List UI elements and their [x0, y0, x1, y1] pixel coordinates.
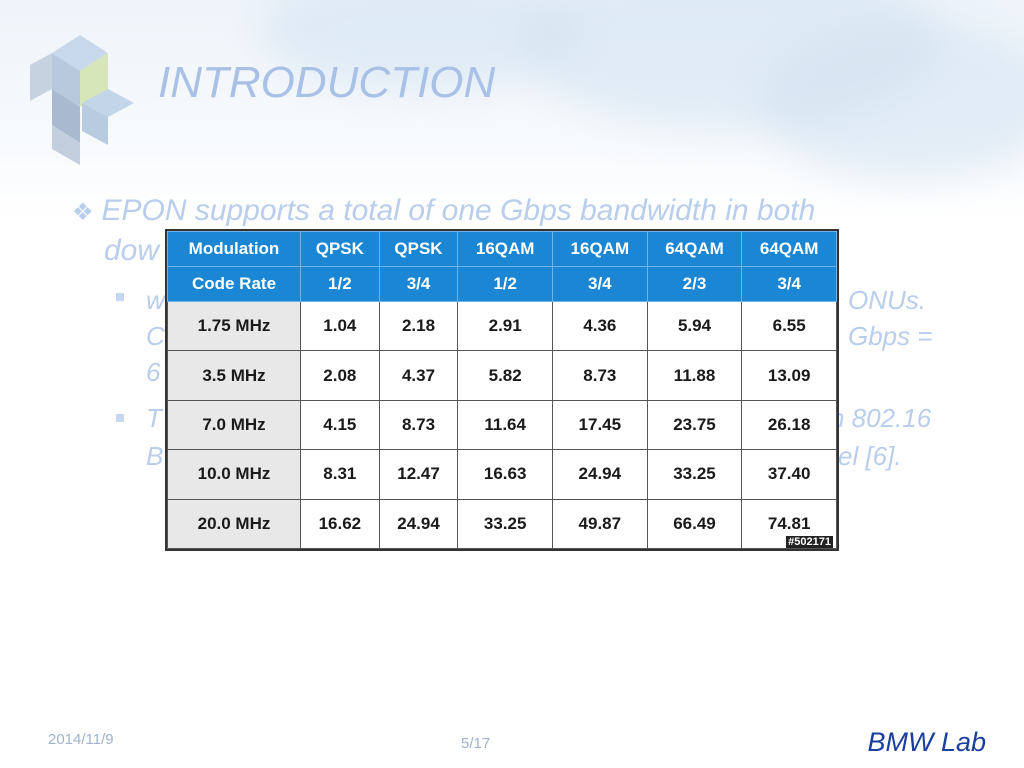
sub-bullet-2-line2-start: B	[146, 441, 164, 471]
table-cell: 8.73	[552, 350, 648, 401]
bullet-main-text: EPON supports a total of one Gbps bandwi…	[101, 194, 816, 227]
table-cell: 13.09	[741, 350, 837, 401]
table-cell: 4.36	[552, 300, 648, 352]
header-cell: 3/4	[378, 266, 459, 302]
background-cloud	[760, 20, 1024, 180]
image-stamp: #502171	[786, 536, 833, 548]
row-header-cell: 1.75 MHz	[167, 300, 301, 352]
sub-bullet-2-right: n 802.16	[830, 403, 932, 433]
table-cell: 5.82	[457, 350, 553, 401]
header-cell: 64QAM	[646, 231, 743, 267]
table-cell: 2.18	[378, 300, 459, 352]
table-cell: 26.18	[741, 399, 837, 451]
square-bullet-icon	[116, 293, 124, 301]
sub-bullet-1-right: ONUs.	[848, 285, 926, 315]
sub-bullet-1-line3-start: 6	[146, 357, 161, 387]
table-cell: 11.64	[457, 399, 553, 451]
header-cell: Code Rate	[167, 266, 301, 302]
sub-bullet-1-line2-start: C	[146, 321, 165, 351]
table-header-row: Modulation QPSK QPSK 16QAM 16QAM 64QAM 6…	[167, 231, 837, 267]
table-cell: 8.73	[378, 399, 459, 451]
header-cell: QPSK	[378, 231, 459, 267]
header-cell: QPSK	[300, 231, 380, 267]
footer-page-number: 5/17	[461, 735, 491, 752]
header-cell: 2/3	[646, 266, 743, 302]
header-cell: 64QAM	[741, 231, 837, 267]
table-cell: 33.25	[646, 449, 743, 500]
table-row: 3.5 MHz 2.08 4.37 5.82 8.73 11.88 13.09	[167, 350, 837, 401]
sub-bullet-2-start: T	[146, 403, 162, 433]
header-cell: Modulation	[167, 231, 301, 267]
square-bullet-icon	[116, 414, 124, 422]
cube-logo-icon	[30, 35, 134, 165]
table-cell: 2.08	[300, 350, 380, 401]
header-cell: 16QAM	[457, 231, 553, 267]
footer-date: 2014/11/9	[48, 731, 114, 748]
table-cell: 11.88	[646, 350, 743, 401]
header-cell: 3/4	[741, 266, 837, 302]
table-cell: 12.47	[378, 449, 459, 500]
table-cell: 49.87	[552, 498, 648, 550]
slide-title: INTRODUCTION	[158, 58, 496, 107]
table-cell: 8.31	[300, 449, 380, 500]
footer-lab-name: BMW Lab	[867, 727, 986, 757]
table-cell: 16.63	[457, 449, 553, 500]
table-header-row: Code Rate 1/2 3/4 1/2 3/4 2/3 3/4	[167, 266, 837, 302]
table-cell: 2.91	[457, 300, 553, 352]
table-cell: 4.37	[378, 350, 459, 401]
table-cell: 23.75	[646, 399, 743, 451]
table-cell: 6.55	[741, 300, 837, 352]
table-row: 1.75 MHz 1.04 2.18 2.91 4.36 5.94 6.55	[167, 300, 837, 352]
header-cell: 1/2	[457, 266, 553, 302]
header-cell: 16QAM	[552, 231, 648, 267]
table-row: 7.0 MHz 4.15 8.73 11.64 17.45 23.75 26.1…	[167, 399, 837, 451]
throughput-table-image: Modulation QPSK QPSK 16QAM 16QAM 64QAM 6…	[165, 229, 839, 551]
table-cell: 16.62	[300, 498, 380, 550]
table-row: 20.0 MHz 16.62 24.94 33.25 49.87 66.49 7…	[167, 498, 837, 550]
header-cell: 1/2	[300, 266, 380, 302]
row-header-cell: 7.0 MHz	[167, 399, 301, 451]
table-cell: 37.40	[741, 449, 837, 500]
bullet-main: ❖ EPON supports a total of one Gbps bandw…	[72, 192, 952, 270]
sub-bullet-2-line2-right: el [6].	[838, 441, 902, 471]
table-cell: 24.94	[552, 449, 648, 500]
sub-bullet-1-start: w	[146, 285, 165, 315]
throughput-table: Modulation QPSK QPSK 16QAM 16QAM 64QAM 6…	[167, 231, 837, 550]
table-cell: 5.94	[646, 300, 743, 352]
row-header-cell: 3.5 MHz	[167, 350, 301, 401]
table-cell: 66.49	[646, 498, 743, 550]
table-cell: 33.25	[457, 498, 553, 550]
diamond-bullet-icon: ❖	[72, 199, 94, 226]
sub-bullet-1-line2-right: Gbps =	[848, 321, 933, 351]
table-cell: 17.45	[552, 399, 648, 451]
header-cell: 3/4	[552, 266, 648, 302]
table-cell: 1.04	[300, 300, 380, 352]
row-header-cell: 10.0 MHz	[167, 449, 301, 500]
table-row: 10.0 MHz 8.31 12.47 16.63 24.94 33.25 37…	[167, 449, 837, 500]
table-cell: 24.94	[378, 498, 459, 550]
bullet-main-cont: dow	[104, 234, 160, 267]
row-header-cell: 20.0 MHz	[167, 498, 301, 550]
table-cell: 4.15	[300, 399, 380, 451]
